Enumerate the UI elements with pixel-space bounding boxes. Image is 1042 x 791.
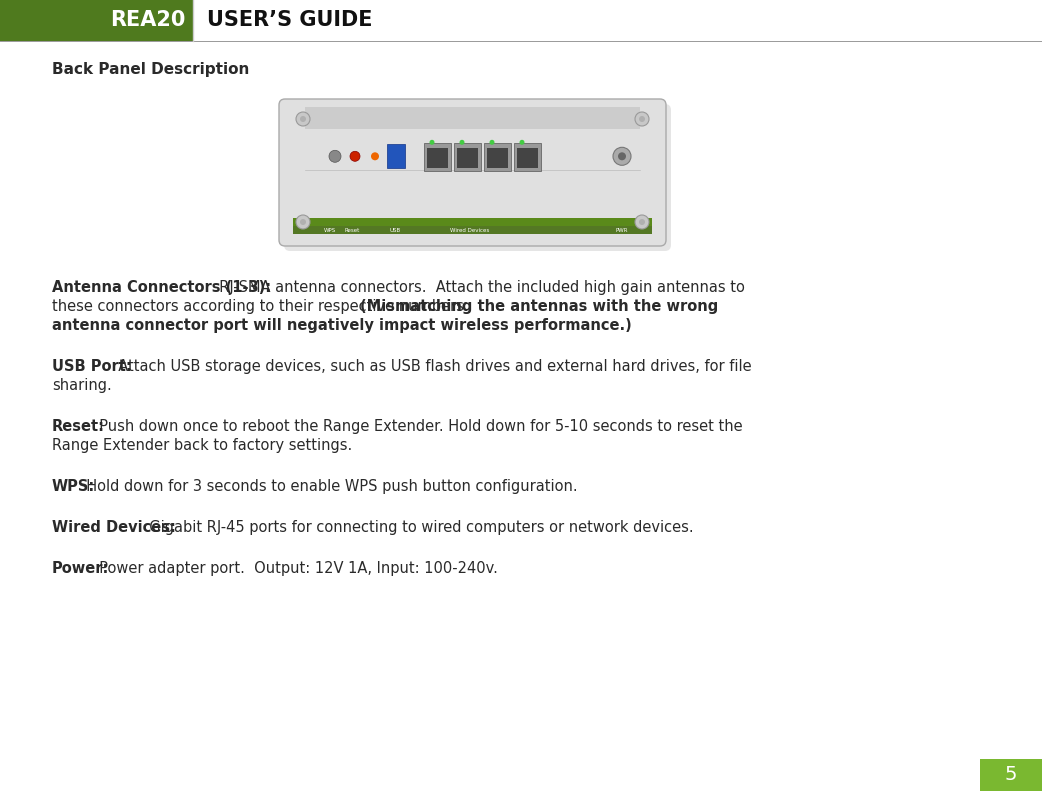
Circle shape bbox=[460, 140, 465, 145]
Text: Back Panel Description: Back Panel Description bbox=[52, 62, 249, 77]
Text: Attach USB storage devices, such as USB flash drives and external hard drives, f: Attach USB storage devices, such as USB … bbox=[108, 359, 751, 374]
Text: REA20: REA20 bbox=[109, 10, 185, 31]
Circle shape bbox=[300, 219, 306, 225]
Bar bbox=[387, 144, 405, 168]
FancyBboxPatch shape bbox=[279, 99, 666, 246]
Text: PWR: PWR bbox=[616, 228, 628, 233]
Text: these connectors according to their respective numbers.: these connectors according to their resp… bbox=[52, 299, 478, 314]
Circle shape bbox=[490, 140, 495, 145]
FancyBboxPatch shape bbox=[483, 143, 511, 172]
Text: Power adapter port.  Output: 12V 1A, Input: 100-240v.: Power adapter port. Output: 12V 1A, Inpu… bbox=[90, 561, 498, 576]
Text: Reset: Reset bbox=[344, 228, 359, 233]
Circle shape bbox=[639, 116, 645, 122]
FancyBboxPatch shape bbox=[424, 143, 451, 172]
Text: Range Extender back to factory settings.: Range Extender back to factory settings. bbox=[52, 438, 352, 453]
Circle shape bbox=[350, 151, 359, 161]
Bar bbox=[0, 0, 193, 41]
Text: Power:: Power: bbox=[52, 561, 109, 576]
Text: Reset:: Reset: bbox=[52, 419, 105, 434]
Circle shape bbox=[639, 219, 645, 225]
FancyBboxPatch shape bbox=[454, 143, 481, 172]
Circle shape bbox=[371, 153, 379, 161]
Text: WPS:: WPS: bbox=[52, 479, 95, 494]
Text: antenna connector port will negatively impact wireless performance.): antenna connector port will negatively i… bbox=[52, 318, 631, 333]
Text: (Mismatching the antennas with the wrong: (Mismatching the antennas with the wrong bbox=[361, 299, 719, 314]
Bar bbox=[427, 148, 448, 168]
Text: Wired Devices:: Wired Devices: bbox=[52, 520, 176, 535]
Text: Wired Devices: Wired Devices bbox=[450, 228, 490, 233]
Circle shape bbox=[520, 140, 524, 145]
Bar bbox=[193, 0, 1042, 41]
Text: Hold down for 3 seconds to enable WPS push button configuration.: Hold down for 3 seconds to enable WPS pu… bbox=[77, 479, 578, 494]
Bar bbox=[305, 107, 640, 129]
Bar bbox=[293, 226, 652, 234]
Text: Gigabit RJ-45 ports for connecting to wired computers or network devices.: Gigabit RJ-45 ports for connecting to wi… bbox=[141, 520, 694, 535]
Text: WPS: WPS bbox=[324, 228, 337, 233]
Circle shape bbox=[635, 215, 649, 229]
Circle shape bbox=[300, 116, 306, 122]
Bar bbox=[457, 148, 478, 168]
Bar bbox=[293, 218, 652, 234]
Bar bbox=[979, 759, 1042, 791]
Circle shape bbox=[296, 215, 311, 229]
Text: USER’S GUIDE: USER’S GUIDE bbox=[207, 10, 372, 31]
Circle shape bbox=[613, 147, 631, 165]
Text: 5: 5 bbox=[1004, 766, 1017, 785]
Bar bbox=[487, 148, 508, 168]
Text: Antenna Connectors (1-3):: Antenna Connectors (1-3): bbox=[52, 280, 271, 295]
Circle shape bbox=[296, 112, 311, 126]
Circle shape bbox=[329, 150, 341, 162]
Circle shape bbox=[429, 140, 435, 145]
Text: USB: USB bbox=[390, 228, 400, 233]
FancyBboxPatch shape bbox=[284, 104, 671, 251]
Text: USB Port:: USB Port: bbox=[52, 359, 131, 374]
Text: RJ-SMA antenna connectors.  Attach the included high gain antennas to: RJ-SMA antenna connectors. Attach the in… bbox=[209, 280, 744, 295]
Circle shape bbox=[635, 112, 649, 126]
FancyBboxPatch shape bbox=[514, 143, 541, 172]
Text: Push down once to reboot the Range Extender. Hold down for 5-10 seconds to reset: Push down once to reboot the Range Exten… bbox=[90, 419, 742, 434]
Bar bbox=[517, 148, 538, 168]
Text: sharing.: sharing. bbox=[52, 378, 111, 393]
Circle shape bbox=[618, 153, 626, 161]
